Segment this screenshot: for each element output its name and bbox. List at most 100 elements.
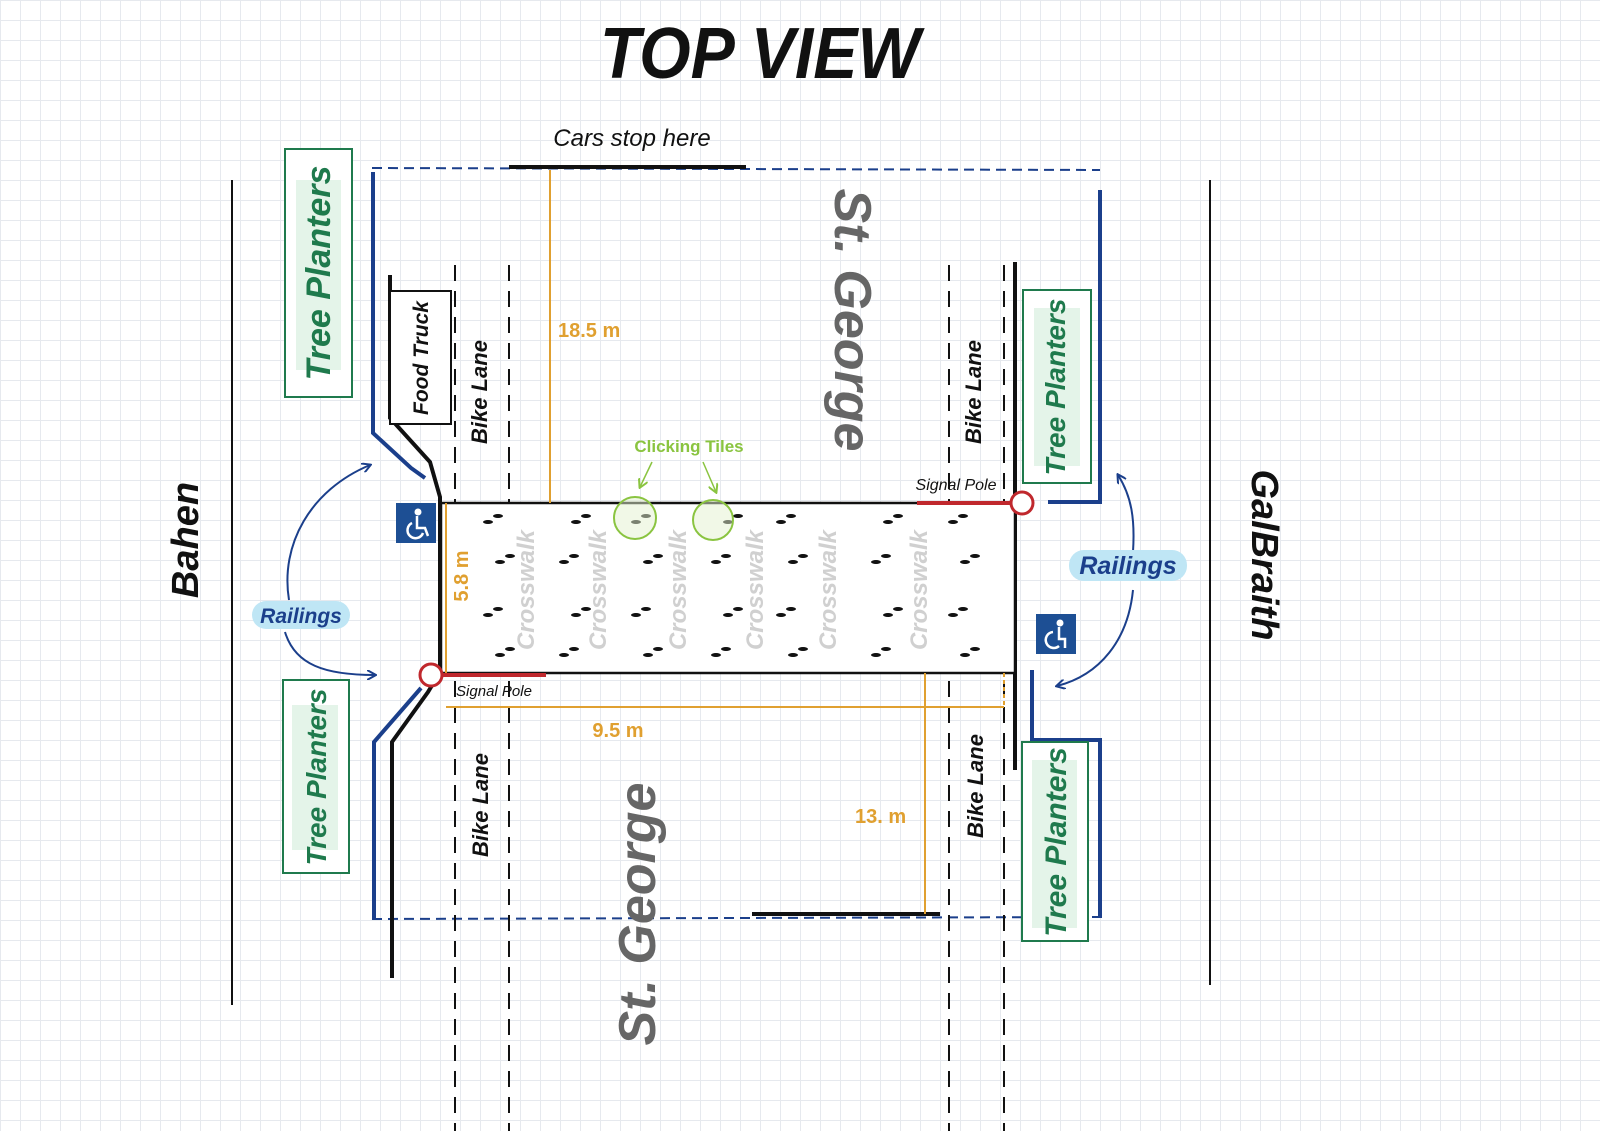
clicking-tile xyxy=(692,499,734,541)
footprint xyxy=(631,613,641,617)
railings-arrow-left-bottom xyxy=(284,631,375,675)
footprint xyxy=(958,607,968,611)
signal-pole-label: Signal Pole xyxy=(916,477,997,494)
street-label-north: St. George xyxy=(823,189,881,452)
crosswalk-label: Crosswalk xyxy=(742,528,769,650)
footprint xyxy=(723,613,733,617)
footprint xyxy=(883,613,893,617)
footprint xyxy=(653,647,663,651)
footprint xyxy=(970,647,980,651)
tree-planter-top-left: Tree Planters xyxy=(284,148,353,398)
footprint xyxy=(883,520,893,524)
tree-planter-bottom-right: Tree Planters xyxy=(1021,741,1089,942)
food-truck xyxy=(389,290,452,425)
footprint xyxy=(970,554,980,558)
footprint xyxy=(786,607,796,611)
footprint xyxy=(893,514,903,518)
stop-line-label: Cars stop here xyxy=(553,125,710,152)
tree-planter-label: Tree Planters xyxy=(300,166,338,381)
crosswalk-label: Crosswalk xyxy=(513,528,540,650)
footprint xyxy=(788,653,798,657)
signal-pole xyxy=(1009,490,1035,516)
footprint xyxy=(948,613,958,617)
tree-planter-label: Tree Planters xyxy=(1040,299,1071,476)
left-railing-top xyxy=(371,172,427,480)
footprint xyxy=(493,514,503,518)
footprint xyxy=(495,560,505,564)
signal-pole-label: Signal Pole xyxy=(456,683,532,700)
crosswalk-label: Crosswalk xyxy=(815,528,842,650)
footprint xyxy=(788,560,798,564)
footprint xyxy=(505,554,515,558)
footprint xyxy=(581,607,591,611)
crosswalk-label: Crosswalk xyxy=(665,528,692,650)
footprint xyxy=(881,647,891,651)
railings-label-right: Railings xyxy=(1079,552,1176,580)
footprint xyxy=(948,520,958,524)
footprint xyxy=(653,554,663,558)
railings-arrow-right-bottom xyxy=(1057,589,1134,686)
footprint xyxy=(960,560,970,564)
page-title: TOP VIEW xyxy=(600,12,926,93)
railings-badge-left xyxy=(252,601,350,629)
dimension-crosswalk-label: 5.8 m xyxy=(451,550,473,601)
footprint xyxy=(721,647,731,651)
footprint xyxy=(571,613,581,617)
footprint xyxy=(721,554,731,558)
footprint xyxy=(505,647,515,651)
food-truck-label: Food Truck xyxy=(410,300,433,415)
footprint xyxy=(733,514,743,518)
footprint xyxy=(786,514,796,518)
footprint xyxy=(893,607,903,611)
footprint xyxy=(711,560,721,564)
footprint xyxy=(559,653,569,657)
tree-planter-label: Tree Planters xyxy=(1040,747,1073,937)
railings-badge-right xyxy=(1069,550,1187,581)
footprint xyxy=(881,554,891,558)
clicking-tiles-arrow xyxy=(640,461,653,487)
dimension-north-label: 18.5 m xyxy=(558,320,620,342)
left-railing-bottom xyxy=(372,686,423,919)
footprint xyxy=(776,613,786,617)
footprint xyxy=(871,653,881,657)
footprint xyxy=(711,653,721,657)
railings-label-left: Railings xyxy=(260,605,342,628)
wheelchair-icon xyxy=(1036,614,1076,654)
street-label-south: St. George xyxy=(609,783,667,1046)
footprint xyxy=(559,560,569,564)
bike-lane-label: Bike Lane xyxy=(963,734,988,838)
dimension-south-label: 13. m xyxy=(855,806,906,828)
footprint xyxy=(641,607,651,611)
clicking-tiles-arrow xyxy=(702,461,716,492)
footprint xyxy=(871,560,881,564)
footprints-group xyxy=(483,514,980,657)
dimension-road-label: 9.5 m xyxy=(592,720,643,742)
footprint xyxy=(495,653,505,657)
wheelchair-icon xyxy=(396,503,436,543)
footprint xyxy=(483,613,493,617)
signal-pole xyxy=(418,662,444,688)
footprint xyxy=(733,607,743,611)
tree-planter-bottom-left: Tree Planters xyxy=(282,679,350,874)
railings-arrow-right-top xyxy=(1118,475,1135,553)
footprint xyxy=(776,520,786,524)
bike-lane-label: Bike Lane xyxy=(467,340,492,444)
footprint xyxy=(643,560,653,564)
footprint xyxy=(798,554,808,558)
footprint xyxy=(571,520,581,524)
crosswalk-label: Crosswalk xyxy=(906,528,933,650)
footprint xyxy=(643,653,653,657)
tree-planter-label: Tree Planters xyxy=(301,689,332,866)
railings-arrow-left-top xyxy=(286,465,370,601)
bottom-boundary-dashed xyxy=(371,916,1101,920)
footprint xyxy=(958,514,968,518)
crosswalk-label: Crosswalk xyxy=(585,528,612,650)
footprint xyxy=(581,514,591,518)
bahen-label: Bahen xyxy=(165,482,207,598)
clicking-tiles-label: Clicking Tiles xyxy=(634,437,743,456)
footprint xyxy=(569,554,579,558)
tree-planter-top-right: Tree Planters xyxy=(1022,289,1092,484)
right-railing-top xyxy=(1048,190,1102,504)
galbraith-label: GalBraith xyxy=(1243,469,1285,640)
